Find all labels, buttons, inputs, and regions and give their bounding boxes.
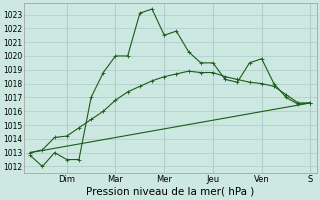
X-axis label: Pression niveau de la mer( hPa ): Pression niveau de la mer( hPa ) <box>86 187 254 197</box>
